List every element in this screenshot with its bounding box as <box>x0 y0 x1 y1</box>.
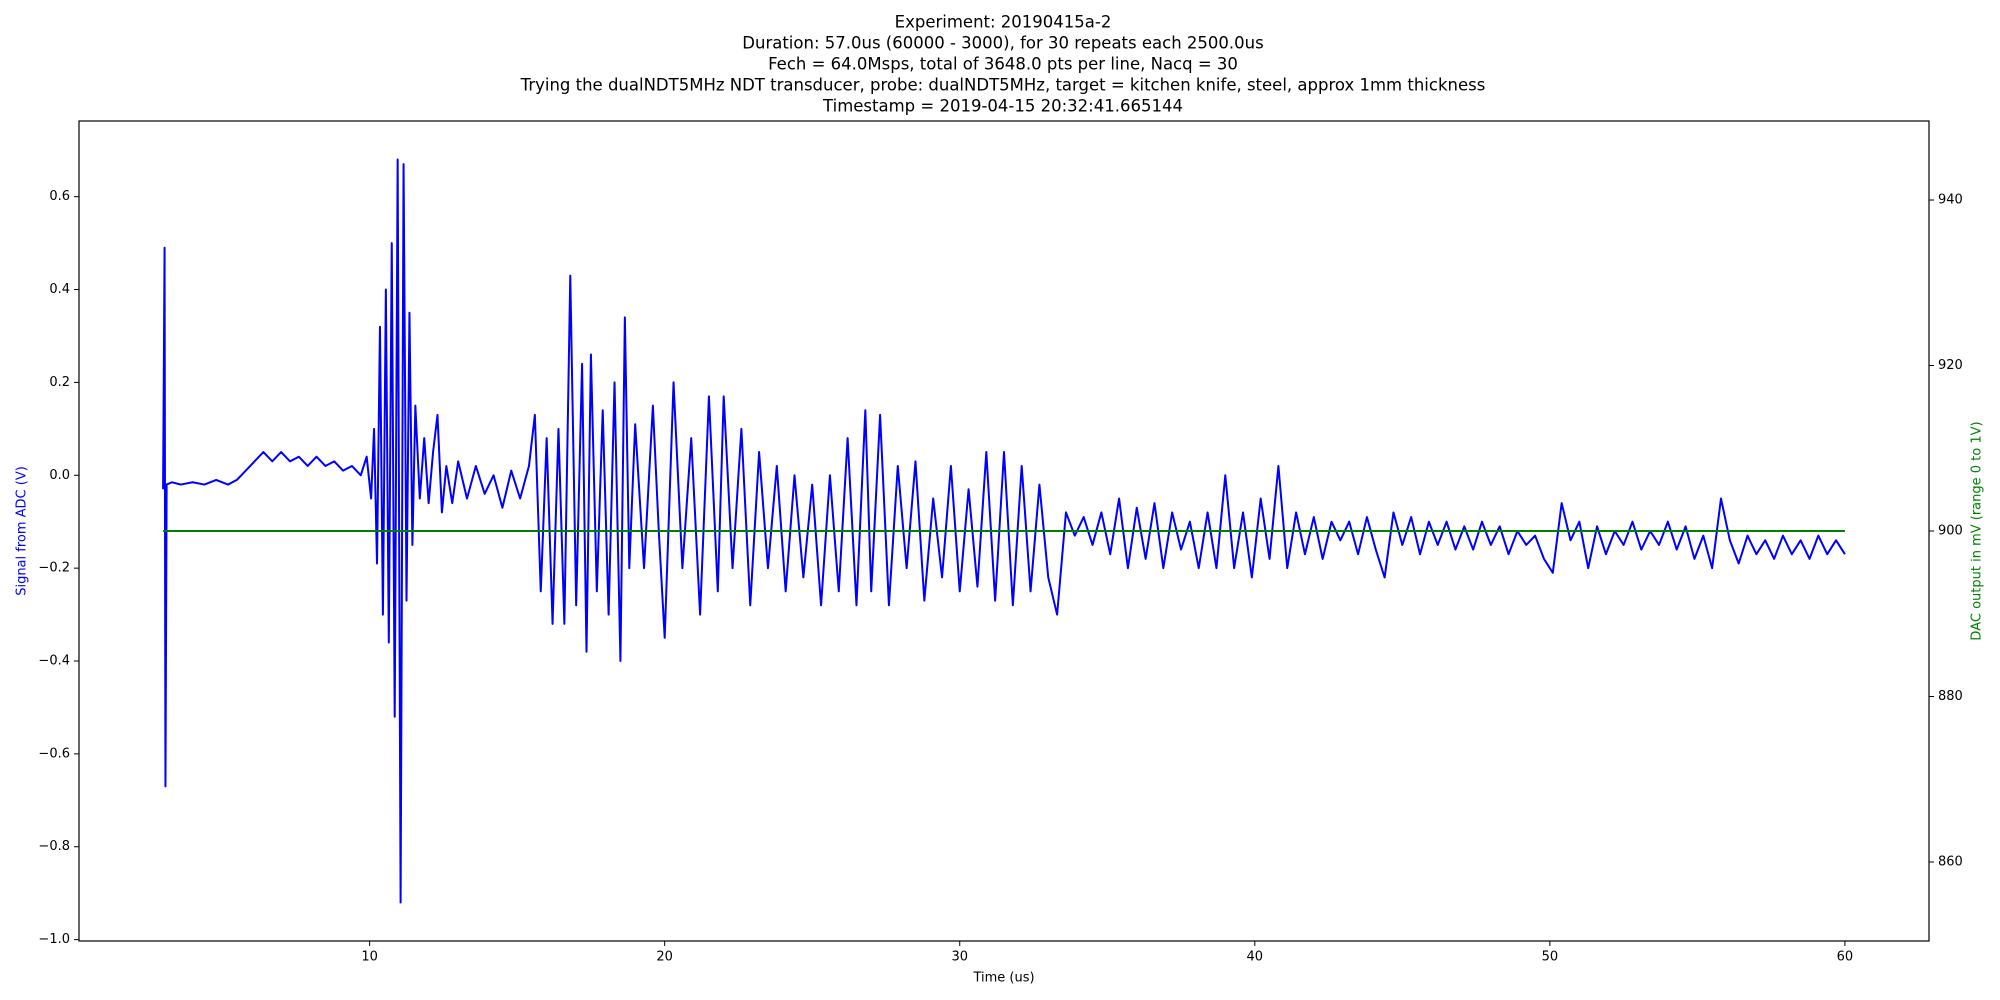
chart-title: Fech = 64.0Msps, total of 3648.0 pts per… <box>768 55 1238 74</box>
x-tick-label: 30 <box>951 950 968 965</box>
y2-tick-label: 940 <box>1938 193 1963 208</box>
y-tick-label: −0.6 <box>38 746 70 761</box>
chart-title: Duration: 57.0us (60000 - 3000), for 30 … <box>742 34 1263 53</box>
x-tick-label: 20 <box>656 950 673 965</box>
chart-title: Trying the dualNDT5MHz NDT transducer, p… <box>520 76 1486 95</box>
y-tick-label: 0.6 <box>49 189 70 204</box>
x-tick-label: 40 <box>1247 950 1264 965</box>
y-axis-label: Signal from ADC (V) <box>15 466 30 596</box>
data-line <box>162 158 1846 904</box>
y-tick-label: 0.0 <box>49 468 70 483</box>
chart-title: Experiment: 20190415a-2 <box>895 13 1112 32</box>
y2-axis-label: DAC output in mV (range 0 to 1V) <box>1970 421 1985 640</box>
y-tick-label: 0.2 <box>49 375 70 390</box>
x-tick-label: 10 <box>361 950 378 965</box>
x-tick-label: 60 <box>1837 950 1854 965</box>
x-tick-label: 50 <box>1542 950 1559 965</box>
chart-title: Timestamp = 2019-04-15 20:32:41.665144 <box>822 97 1183 116</box>
y-tick-label: −0.8 <box>38 839 70 854</box>
x-axis-label: Time (us) <box>972 971 1034 986</box>
y2-tick-label: 920 <box>1938 358 1963 373</box>
y2-tick-label: 860 <box>1938 854 1963 869</box>
y-tick-label: −1.0 <box>38 932 70 947</box>
y-tick-label: 0.4 <box>49 282 70 297</box>
y-tick-label: −0.2 <box>38 561 70 576</box>
y-tick-label: −0.4 <box>38 654 70 669</box>
y2-tick-label: 880 <box>1938 689 1963 704</box>
y2-tick-label: 900 <box>1938 524 1963 539</box>
